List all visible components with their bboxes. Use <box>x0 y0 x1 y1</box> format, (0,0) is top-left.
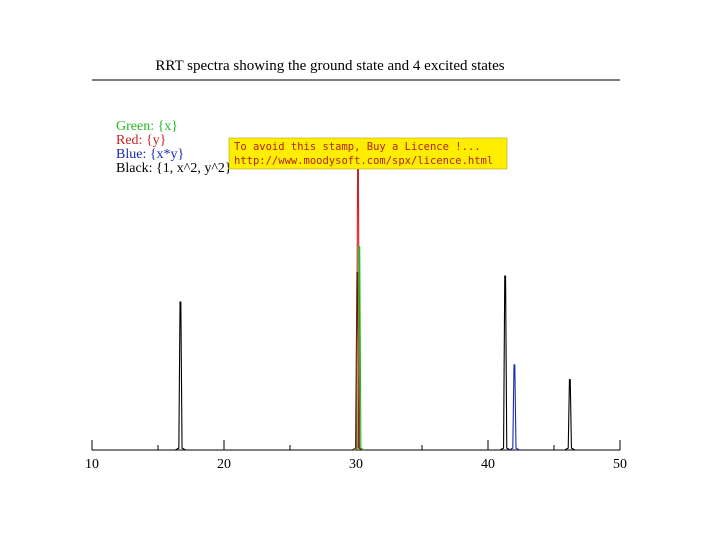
stamp-line1: To avoid this stamp, Buy a Licence !... <box>234 141 481 153</box>
x-tick-label: 50 <box>613 457 627 472</box>
x-axis: 10 20 30 40 50 <box>85 440 627 472</box>
x-tick-label: 30 <box>349 457 363 472</box>
x-tick-label: 20 <box>217 457 231 472</box>
legend-entry: Blue: {x*y} <box>116 147 184 162</box>
licence-stamp: To avoid this stamp, Buy a Licence !... … <box>228 137 508 170</box>
spectral-peak <box>509 364 520 451</box>
legend-entry: Green: {x} <box>116 119 178 134</box>
stamp-line2: http://www.moodysoft.com/spx/licence.htm… <box>234 155 493 167</box>
chart-title: RRT spectra showing the ground state and… <box>155 58 504 74</box>
x-tick-label: 10 <box>85 457 99 472</box>
legend: Green: {x}Red: {y}Blue: {x*y}Black: {1, … <box>116 119 232 176</box>
stamp-background <box>228 137 508 170</box>
legend-entry: Black: {1, x^2, y^2} <box>116 161 232 176</box>
legend-entry: Red: {y} <box>116 133 166 148</box>
peak-series <box>175 164 576 451</box>
spectral-peak <box>354 245 365 451</box>
spectral-peak <box>175 301 186 451</box>
spectral-peak <box>499 275 511 451</box>
x-tick-label: 40 <box>481 457 495 472</box>
spectral-peak <box>564 379 576 451</box>
